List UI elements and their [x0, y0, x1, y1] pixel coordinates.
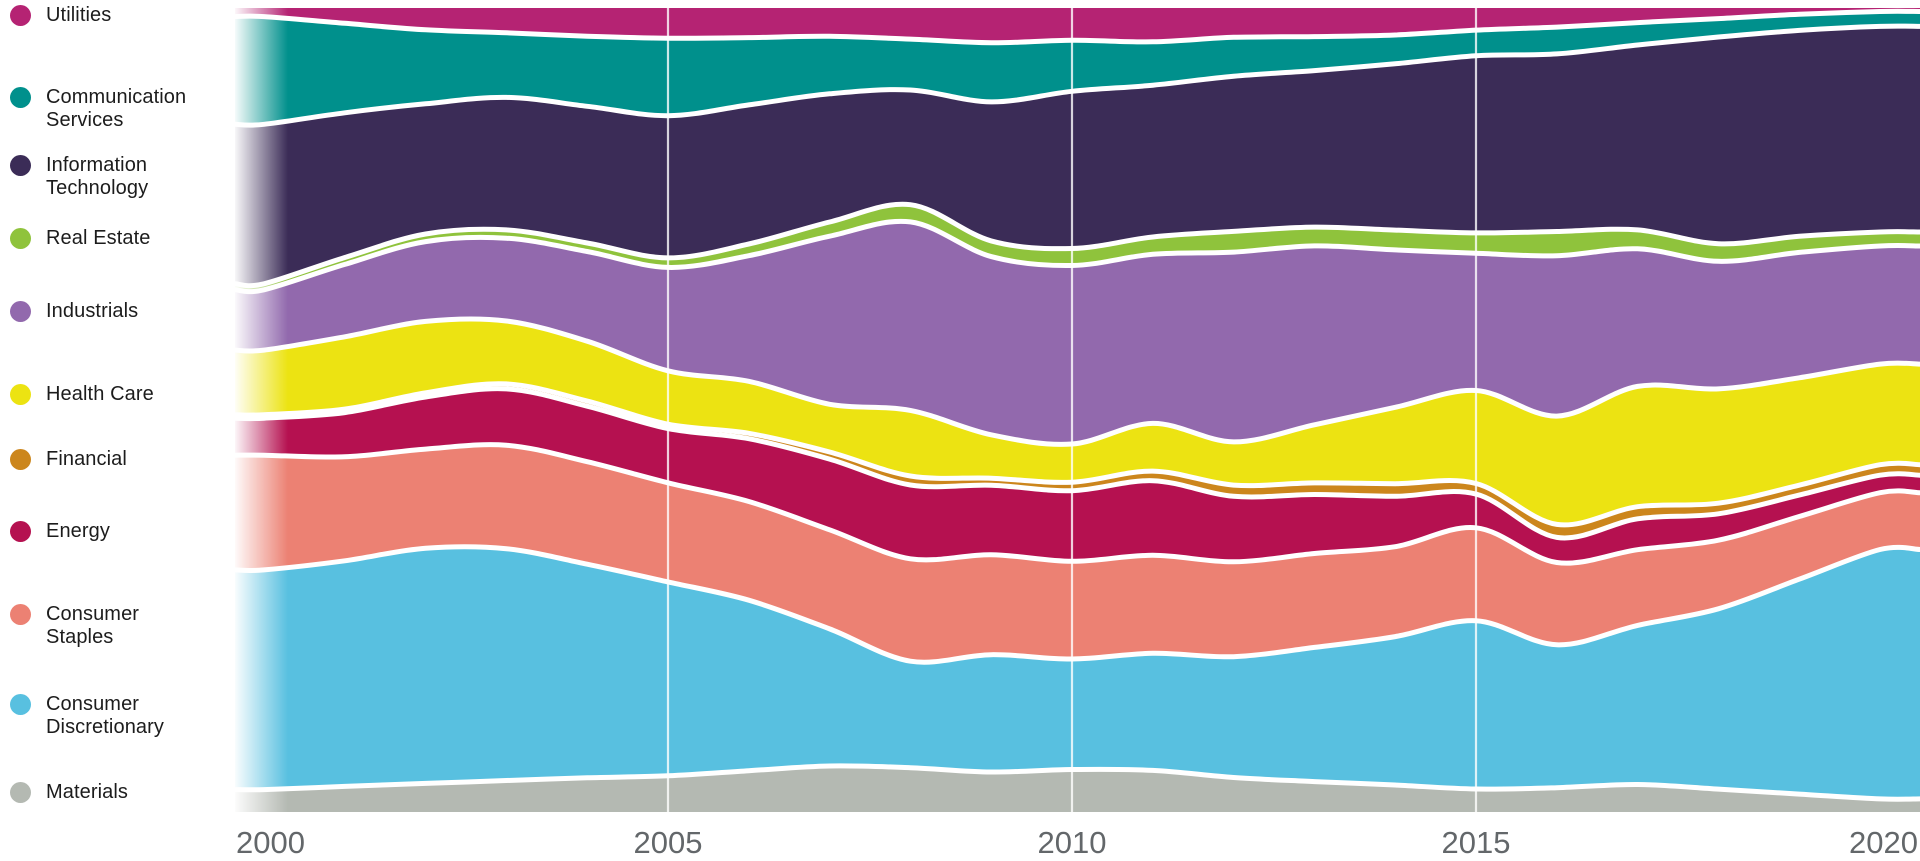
- legend-swatch-icon: [10, 694, 31, 715]
- area-consumer-staples: [235, 444, 1920, 663]
- x-axis-label-2000: 2000: [236, 825, 305, 860]
- legend-item-financial: Financial: [10, 448, 196, 471]
- x-axis-label-2020: 2020: [1849, 825, 1918, 860]
- legend-item-label: Real Estate: [46, 227, 151, 249]
- legend-item-information-technology: Information Technology: [10, 154, 196, 200]
- legend-item-label: Communication Services: [46, 86, 187, 131]
- legend-item-communication-services: Communication Services: [10, 86, 196, 132]
- legend-swatch-icon: [10, 782, 31, 803]
- legend-swatch-icon: [10, 604, 31, 625]
- legend-item-materials: Materials: [10, 781, 196, 804]
- left-edge-fade: [233, 6, 288, 814]
- legend-item-label: Health Care: [46, 383, 154, 405]
- legend: Utilities Communication Services Informati…: [0, 0, 235, 861]
- legend-swatch-icon: [10, 155, 31, 176]
- legend-swatch-icon: [10, 301, 31, 322]
- legend-item-industrials: Industrials: [10, 300, 196, 323]
- legend-item-real-estate: Real Estate: [10, 227, 196, 250]
- legend-item-utilities: Utilities: [10, 4, 196, 27]
- legend-item-label: Utilities: [46, 4, 112, 26]
- legend-item-health-care: Health Care: [10, 383, 196, 406]
- legend-item-label: Consumer Discretionary: [46, 693, 164, 738]
- legend-item-label: Energy: [46, 520, 110, 542]
- legend-swatch-icon: [10, 87, 31, 108]
- x-axis-label-2005: 2005: [634, 825, 703, 860]
- legend-swatch-icon: [10, 384, 31, 405]
- area-industrials: [235, 221, 1920, 445]
- legend-swatch-icon: [10, 449, 31, 470]
- band-separator: [234, 201, 1920, 289]
- x-axis-label-2015: 2015: [1442, 825, 1511, 860]
- area-utilities: [235, 8, 1920, 43]
- legend-item-consumer-discretionary: Consumer Discretionary: [10, 693, 196, 739]
- band-separator: [234, 218, 1920, 295]
- area-information-technology: [235, 26, 1920, 286]
- area-consumer-discretionary: [235, 546, 1920, 800]
- legend-item-label: Materials: [46, 781, 129, 803]
- legend-item-consumer-staples: Consumer Staples: [10, 603, 196, 649]
- legend-swatch-icon: [10, 228, 31, 249]
- legend-item-label: Information Technology: [46, 154, 149, 199]
- legend-swatch-icon: [10, 5, 31, 26]
- x-axis-label-2010: 2010: [1038, 825, 1107, 860]
- legend-swatch-icon: [10, 521, 31, 542]
- legend-item-label: Consumer Staples: [46, 603, 140, 648]
- legend-item-label: Financial: [46, 448, 127, 470]
- legend-item-label: Industrials: [46, 300, 139, 322]
- legend-item-energy: Energy: [10, 520, 196, 543]
- area-energy: [235, 388, 1920, 564]
- area-health-care: [235, 318, 1920, 525]
